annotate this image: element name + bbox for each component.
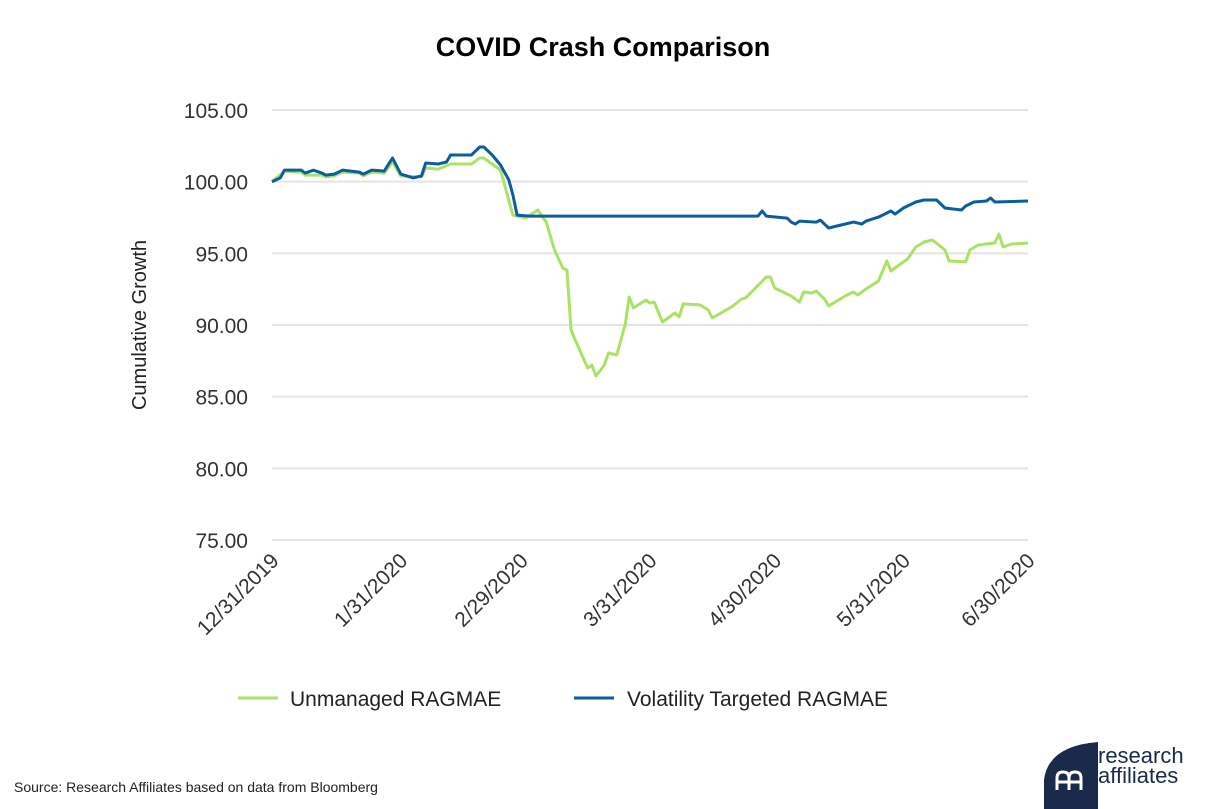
series-line-unmanaged: [271, 156, 1029, 378]
x-tick-labels: 12/31/2019 1/31/2020 2/29/2020 3/31/2020 4/3…: [193, 549, 1040, 640]
legend-label-volatility: Volatility Targeted RAGMAE: [627, 688, 888, 711]
y-tick-label: 100.00: [184, 172, 248, 195]
series-lines: [271, 145, 1029, 378]
research-affiliates-logo: research affiliates: [1040, 740, 1205, 809]
gridlines: [272, 109, 1028, 541]
x-tick-label: 4/30/2020: [704, 549, 786, 631]
source-note: Source: Research Affiliates based on dat…: [14, 779, 378, 795]
x-tick-label: 1/31/2020: [330, 549, 412, 631]
x-tick-label: 3/31/2020: [579, 549, 661, 631]
y-tick-labels: 75.00 80.00 85.00 90.00 95.00 100.00 105.00: [184, 100, 248, 553]
logo-line-2: affiliates: [1098, 763, 1179, 788]
y-tick-label: 95.00: [195, 243, 248, 266]
series-line-volatility-targeted: [271, 145, 1029, 230]
y-axis-label: Cumulative Growth: [129, 240, 151, 410]
y-tick-label: 105.00: [184, 100, 248, 123]
x-tick-label: 6/30/2020: [957, 549, 1039, 631]
logo-mark-icon: [1044, 742, 1098, 809]
legend-label-unmanaged: Unmanaged RAGMAE: [290, 688, 501, 711]
y-tick-label: 75.00: [195, 530, 248, 553]
y-tick-label: 85.00: [195, 387, 248, 410]
logo-line-1: research: [1098, 743, 1184, 768]
x-tick-label: 5/31/2020: [833, 549, 915, 631]
y-tick-label: 80.00: [195, 458, 248, 481]
logo-text: research affiliates: [1098, 743, 1184, 788]
y-tick-label: 90.00: [195, 315, 248, 338]
x-tick-label: 12/31/2019: [193, 549, 284, 640]
chart-title: COVID Crash Comparison: [436, 32, 771, 62]
legend: Unmanaged RAGMAE Volatility Targeted RAG…: [238, 688, 888, 711]
x-tick-label: 2/29/2020: [450, 549, 532, 631]
